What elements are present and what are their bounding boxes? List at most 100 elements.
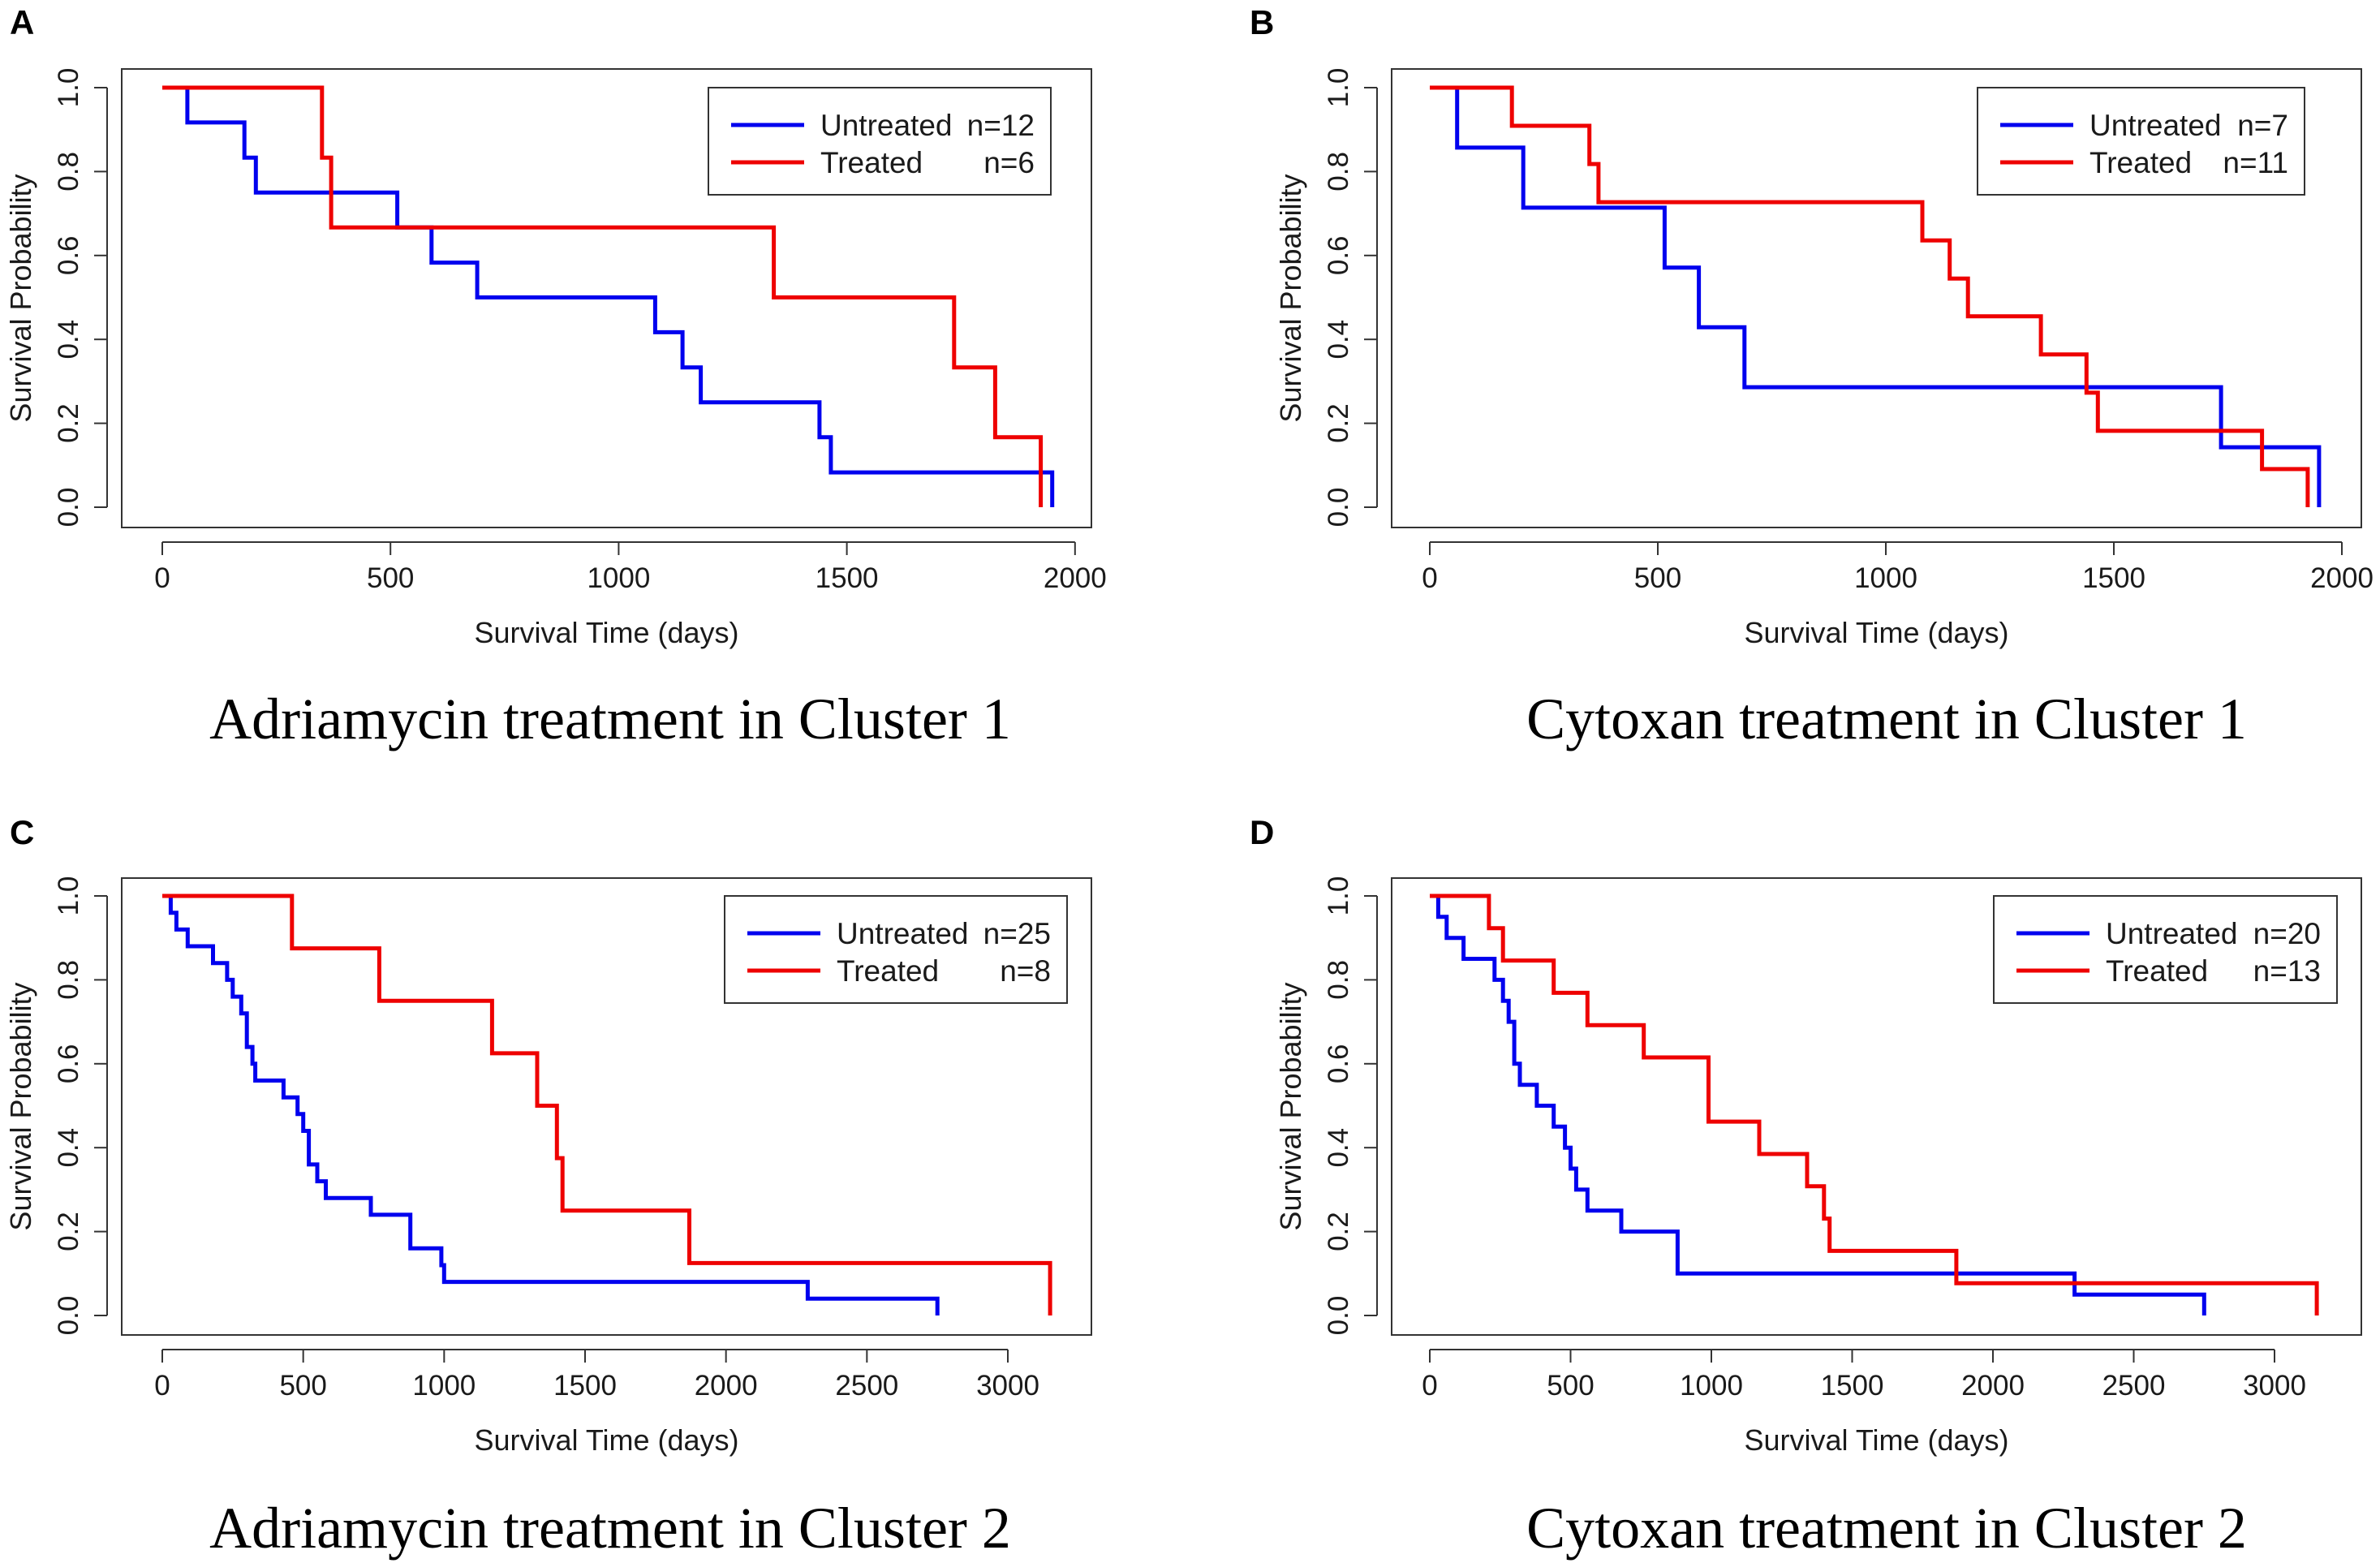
plot-frame: [1391, 877, 2362, 1336]
plot-frame: [121, 877, 1092, 1336]
y-tick-label: 0.6: [53, 1044, 84, 1083]
x-tick-label: 1000: [587, 562, 650, 594]
legend-label: Treated: [2089, 146, 2192, 179]
legend: Untreated n=20 Treated n=13: [1993, 895, 2338, 1004]
legend: Untreated n=25 Treated n=8: [724, 895, 1068, 1004]
x-tick-label: 1000: [1680, 1370, 1743, 1402]
y-tick-label: 0.0: [1323, 1296, 1354, 1336]
panel-caption: Cytoxan treatment in Cluster 2: [1526, 1496, 2247, 1561]
series-line-treated: [162, 893, 1052, 1315]
x-tick-label: 0: [154, 562, 170, 594]
legend-box: [1993, 895, 2338, 1004]
legend-box: [708, 87, 1052, 196]
x-axis-title: Survival Time (days): [1744, 1423, 2008, 1457]
series-line-untreated: [1430, 893, 2206, 1315]
legend-label: Treated: [837, 954, 939, 988]
legend-count: n=12: [967, 109, 1035, 142]
chart-panel-b: B 0 500 1000 1500 2000 0.0 0.2 0.4 0.6 0.8 1.0 Survi…: [1250, 3, 2374, 751]
legend-box: [1977, 87, 2305, 196]
x-tick-label: 1500: [2082, 562, 2145, 594]
y-tick-label: 0.6: [1323, 1044, 1354, 1083]
x-tick-label: 500: [1547, 1370, 1594, 1402]
y-tick-label: 1.0: [1323, 68, 1354, 108]
y-tick-label: 0.2: [1323, 1212, 1354, 1251]
x-tick-label: 2500: [835, 1370, 898, 1402]
x-tick-label: 2000: [1044, 562, 1107, 594]
x-tick-label: 2000: [695, 1370, 758, 1402]
y-tick-label: 1.0: [53, 876, 84, 916]
y-tick-label: 0.4: [53, 1128, 84, 1168]
y-tick-label: 0.2: [53, 1212, 84, 1251]
plot-frame: [1391, 68, 2362, 528]
legend-count: n=25: [983, 917, 1051, 950]
panel-caption: Adriamycin treatment in Cluster 1: [209, 687, 1011, 751]
x-tick-label: 2000: [2310, 562, 2374, 594]
x-tick-label: 1500: [553, 1370, 617, 1402]
legend: Untreated n=7 Treated n=11: [1977, 87, 2305, 196]
y-tick-label: 1.0: [1323, 876, 1354, 916]
legend-label: Treated: [2106, 954, 2208, 988]
y-tick-label: 0.6: [53, 235, 84, 275]
series-line-untreated: [162, 893, 940, 1315]
x-tick-label: 3000: [976, 1370, 1039, 1402]
y-tick-label: 0.2: [53, 403, 84, 443]
legend-label: Untreated: [2106, 917, 2238, 950]
legend-label: Untreated: [837, 917, 969, 950]
x-tick-label: 1000: [1854, 562, 1917, 594]
legend-count: n=11: [2223, 146, 2288, 179]
x-tick-label: 500: [279, 1370, 326, 1402]
legend-label: Treated: [820, 146, 923, 179]
x-axis-title: Survival Time (days): [1744, 616, 2008, 649]
series-line-untreated: [162, 85, 1055, 507]
y-tick-label: 0.4: [1323, 320, 1354, 360]
x-axis-title: Survival Time (days): [474, 1423, 738, 1457]
y-axis-title: Survival Probability: [1274, 982, 1307, 1230]
series-line-treated: [162, 85, 1044, 507]
x-tick-label: 0: [1422, 562, 1437, 594]
y-tick-label: 0.4: [53, 320, 84, 360]
x-tick-label: 1500: [1821, 1370, 1884, 1402]
legend-label: Untreated: [820, 109, 953, 142]
y-axis-title: Survival Probability: [4, 982, 37, 1230]
plot-frame: [121, 68, 1092, 528]
x-axis-title: Survival Time (days): [474, 616, 738, 649]
legend-count: n=6: [983, 146, 1035, 179]
legend-count: n=8: [1000, 954, 1051, 988]
y-axis-title: Survival Probability: [4, 174, 37, 422]
panel-letter: C: [10, 813, 34, 851]
y-tick-label: 0.8: [53, 152, 84, 192]
y-tick-label: 0.0: [53, 488, 84, 527]
x-tick-label: 1000: [412, 1370, 476, 1402]
series-line-treated: [1430, 893, 2319, 1315]
panel-letter: A: [10, 3, 34, 41]
series-line-untreated: [1430, 85, 2322, 507]
x-tick-label: 0: [154, 1370, 170, 1402]
y-tick-label: 0.4: [1323, 1128, 1354, 1168]
chart-panel-a: A 0 500 1000 1500 2000 0.0 0.2 0.4 0.6 0.8 1.0 Survi…: [4, 3, 1107, 751]
chart-panel-d: D 0 500 1000 1500 2000 2500 3000 0.0 0.2 0.4 0.6 0.8…: [1250, 813, 2362, 1561]
legend-box: [724, 895, 1068, 1004]
legend: Untreated n=12 Treated n=6: [708, 87, 1052, 196]
legend-count: n=20: [2253, 917, 2321, 950]
y-axis-title: Survival Probability: [1274, 174, 1307, 422]
panel-letter: B: [1250, 3, 1274, 41]
legend-count: n=13: [2253, 954, 2321, 988]
panel-letter: D: [1250, 813, 1274, 851]
legend-label: Untreated: [2089, 109, 2222, 142]
y-tick-label: 0.8: [53, 960, 84, 1000]
x-tick-label: 1500: [816, 562, 879, 594]
y-tick-label: 0.2: [1323, 403, 1354, 443]
x-tick-label: 2500: [2102, 1370, 2166, 1402]
chart-panel-c: C 0 500 1000 1500 2000 2500 3000 0.0 0.2 0.4 0.6 0.8…: [4, 813, 1092, 1561]
panel-caption: Cytoxan treatment in Cluster 1: [1526, 687, 2247, 751]
x-tick-label: 500: [1634, 562, 1681, 594]
panel-caption: Adriamycin treatment in Cluster 2: [209, 1496, 1011, 1561]
x-tick-label: 0: [1422, 1370, 1437, 1402]
legend-count: n=7: [2237, 109, 2288, 142]
y-tick-label: 0.6: [1323, 235, 1354, 275]
y-tick-label: 0.8: [1323, 960, 1354, 1000]
y-tick-label: 0.8: [1323, 152, 1354, 192]
y-tick-label: 1.0: [53, 68, 84, 108]
x-tick-label: 3000: [2243, 1370, 2306, 1402]
